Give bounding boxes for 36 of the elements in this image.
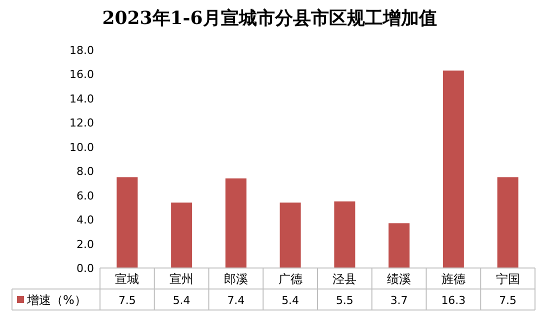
y-tick-label: 18.0 xyxy=(70,44,94,57)
y-tick-label: 6.0 xyxy=(76,189,94,202)
chart-title: 2023年1-6月宣城市分县市区规工增加值 xyxy=(102,8,437,29)
bar xyxy=(442,70,464,268)
y-tick-label: 12.0 xyxy=(70,116,94,130)
x-tick-label: 宁国 xyxy=(496,272,520,286)
data-label: 7.4 xyxy=(227,294,245,307)
bar xyxy=(171,202,192,268)
y-tick-label: 10.0 xyxy=(70,140,94,154)
bar xyxy=(225,178,246,268)
y-tick-label: 14.0 xyxy=(70,92,94,106)
bar xyxy=(388,223,410,268)
y-tick-label: 16.0 xyxy=(70,68,94,82)
data-label: 5.4 xyxy=(282,294,300,307)
y-tick-label: 0.0 xyxy=(76,262,94,275)
data-label: 3.7 xyxy=(390,294,408,307)
bar xyxy=(280,202,301,268)
x-tick-label: 旌德 xyxy=(441,272,466,286)
x-tick-label: 绩溪 xyxy=(387,272,412,286)
legend-label: 增速（%） xyxy=(26,293,86,307)
x-tick-label: 郎溪 xyxy=(224,272,248,286)
data-label: 5.4 xyxy=(172,294,190,307)
bar xyxy=(497,177,518,268)
data-label: 7.5 xyxy=(499,294,517,307)
bar xyxy=(116,177,138,268)
data-label: 5.5 xyxy=(336,294,354,307)
bar xyxy=(334,201,356,268)
y-tick-label: 4.0 xyxy=(76,214,94,227)
y-tick-label: 8.0 xyxy=(76,165,94,178)
data-label: 7.5 xyxy=(118,294,136,307)
data-label: 16.3 xyxy=(441,294,466,307)
x-tick-label: 广德 xyxy=(278,272,302,286)
x-tick-label: 宣城 xyxy=(115,272,140,286)
x-tick-label: 宣州 xyxy=(170,272,194,286)
y-tick-label: 2.0 xyxy=(76,238,94,251)
x-tick-label: 泾县 xyxy=(332,272,357,286)
